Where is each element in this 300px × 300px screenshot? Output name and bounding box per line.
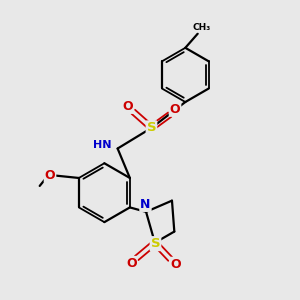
Text: O: O bbox=[126, 257, 136, 270]
Text: S: S bbox=[151, 237, 160, 250]
Text: O: O bbox=[170, 103, 180, 116]
Text: CH₃: CH₃ bbox=[193, 23, 211, 32]
Text: O: O bbox=[170, 258, 181, 271]
Text: S: S bbox=[147, 122, 156, 134]
Text: O: O bbox=[45, 169, 55, 182]
Text: N: N bbox=[140, 198, 151, 211]
Text: O: O bbox=[123, 100, 133, 113]
Text: HN: HN bbox=[93, 140, 112, 150]
